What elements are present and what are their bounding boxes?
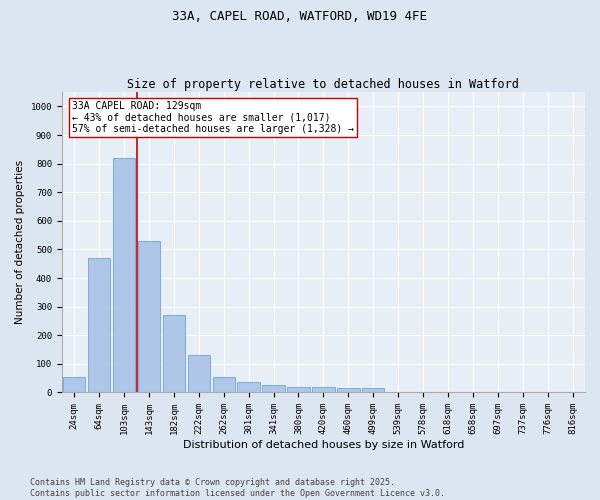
Title: Size of property relative to detached houses in Watford: Size of property relative to detached ho… — [127, 78, 520, 91]
Bar — [88, 258, 110, 392]
Bar — [188, 356, 210, 393]
Bar — [113, 158, 135, 392]
Bar — [312, 387, 335, 392]
X-axis label: Distribution of detached houses by size in Watford: Distribution of detached houses by size … — [183, 440, 464, 450]
Text: 33A CAPEL ROAD: 129sqm
← 43% of detached houses are smaller (1,017)
57% of semi-: 33A CAPEL ROAD: 129sqm ← 43% of detached… — [72, 101, 354, 134]
Text: 33A, CAPEL ROAD, WATFORD, WD19 4FE: 33A, CAPEL ROAD, WATFORD, WD19 4FE — [173, 10, 427, 23]
Bar — [362, 388, 385, 392]
Bar — [212, 376, 235, 392]
Y-axis label: Number of detached properties: Number of detached properties — [15, 160, 25, 324]
Text: Contains HM Land Registry data © Crown copyright and database right 2025.
Contai: Contains HM Land Registry data © Crown c… — [30, 478, 445, 498]
Bar — [138, 241, 160, 392]
Bar — [287, 387, 310, 392]
Bar — [63, 376, 85, 392]
Bar — [262, 386, 285, 392]
Bar — [337, 388, 359, 392]
Bar — [238, 382, 260, 392]
Bar — [163, 316, 185, 392]
